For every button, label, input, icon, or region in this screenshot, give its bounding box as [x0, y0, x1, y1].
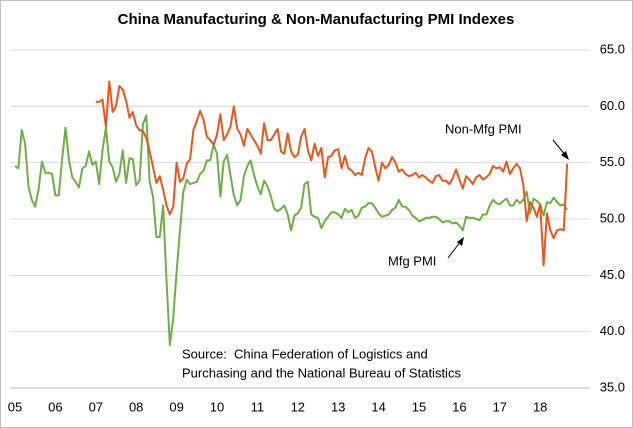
x-tick-label: 09 — [169, 399, 183, 414]
y-tick-label: 55.0 — [600, 154, 625, 169]
plot-area: 35.0 40.0 45.0 50.0 55.0 60.0 65.0 05 06 07 08 09 10… — [8, 41, 625, 414]
series-label: Non-Mfg PMI — [445, 121, 522, 136]
y-tick-label: 45.0 — [600, 267, 625, 282]
x-tick-label: 14 — [371, 399, 385, 414]
x-tick-label: 06 — [48, 399, 62, 414]
series-line — [14, 114, 568, 347]
y-tick-label: 50.0 — [600, 210, 625, 225]
annotation-arrowhead — [457, 237, 464, 246]
series-label: Mfg PMI — [388, 253, 436, 268]
x-tick-label: 07 — [89, 399, 103, 414]
y-tick-label: 65.0 — [600, 41, 625, 56]
annotation-arrowhead — [561, 151, 569, 160]
y-tick-label: 35.0 — [600, 379, 625, 394]
x-tick-label: 10 — [210, 399, 224, 414]
y-tick-label: 60.0 — [600, 98, 625, 113]
source-note: Purchasing and the National Bureau of St… — [182, 365, 461, 380]
x-tick-label: 13 — [331, 399, 345, 414]
x-tick-label: 17 — [493, 399, 507, 414]
x-tick-label: 08 — [129, 399, 143, 414]
x-tick-label: 12 — [291, 399, 305, 414]
x-tick-label: 15 — [412, 399, 426, 414]
series-line — [95, 80, 569, 267]
x-tick-label: 16 — [452, 399, 466, 414]
y-tick-label: 40.0 — [600, 323, 625, 338]
source-note: Source: China Federation of Logistics an… — [182, 346, 428, 361]
chart-title: China Manufacturing & Non-Manufacturing … — [118, 11, 515, 28]
x-tick-label: 05 — [8, 399, 22, 414]
x-tick-label: 11 — [251, 399, 265, 414]
x-tick-label: 18 — [533, 399, 547, 414]
annotation-arrow — [447, 240, 462, 259]
